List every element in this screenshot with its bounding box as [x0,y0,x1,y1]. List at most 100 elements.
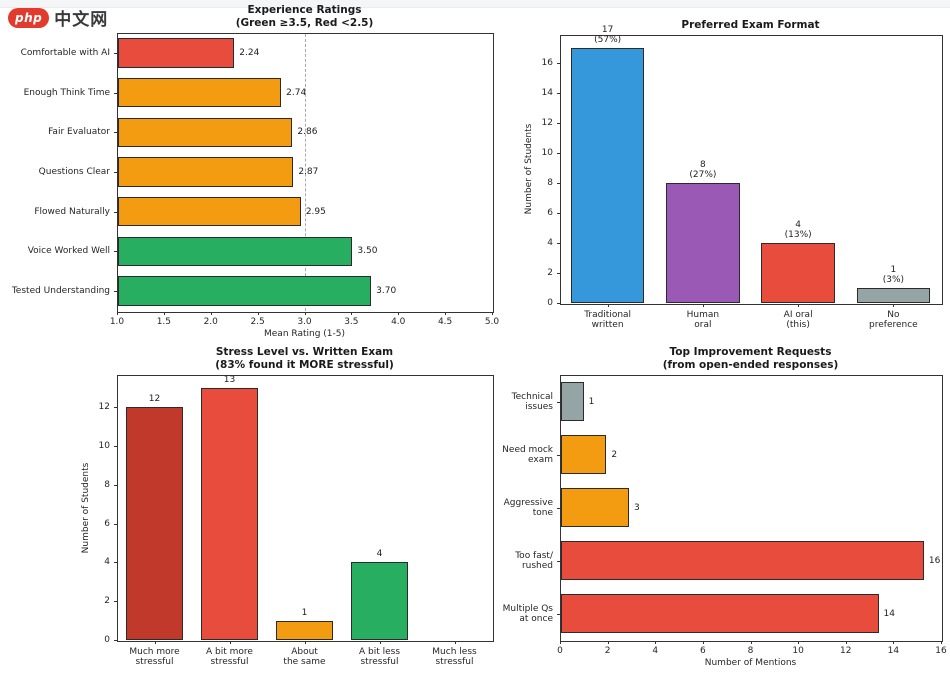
bar-value-label: 12 [148,394,161,405]
axis-tick-mark [304,641,306,644]
axis-tick-label: 6 [104,518,110,529]
bar [125,407,184,640]
axis-tick-label: 8 [747,646,754,656]
axis-tick-mark [445,312,447,315]
bar [350,562,409,640]
category-label: Fair Evaluator [48,127,110,138]
bar [856,287,931,303]
axis-tick-mark [557,401,560,403]
bar [561,487,630,528]
php-logo-badge: php [8,7,50,28]
axis-tick-mark [114,251,117,253]
axis-tick-mark [557,122,560,124]
logo-text: 中文网 [54,10,109,30]
axis-tick-label: 2 [604,646,611,656]
bar [118,276,372,306]
bar [118,77,282,108]
axis-tick-mark [114,407,117,409]
axis-tick-mark [557,242,560,244]
axis-tick-mark [557,613,560,615]
category-label: Much less stressful [432,647,477,667]
axis-tick-mark [557,62,560,64]
bar-value-label: 3 [634,502,640,513]
bar-value-label: 2.87 [298,167,319,177]
axis-tick-mark [557,92,560,94]
axis-tick-label: 12 [98,402,110,413]
axis-tick-mark [845,641,847,644]
bar [761,242,835,303]
bar-value-label: 1 [301,607,308,618]
category-label: No preference [869,310,918,330]
axis-tick-label: 6 [700,646,706,656]
axis-tick-label: 4 [652,646,659,656]
bar-value-label: 2.24 [239,47,260,58]
category-label: Multiple Qs at once [502,603,553,624]
bar-value-label: 2 [611,449,618,460]
bar-value-label: 2.95 [305,206,326,217]
category-label: Much more stressful [129,647,180,667]
axis-tick-mark [114,484,117,486]
bar-value-label: 2.74 [286,87,307,98]
site-logo[interactable]: php 中文网 [8,5,108,30]
axis-tick-mark [114,211,117,213]
category-label: A bit more stressful [206,647,253,667]
bar [561,540,924,581]
axis-tick-label: 14 [887,646,900,656]
bar-value-label: 1 (3%) [882,265,905,285]
axis-tick-mark [114,562,117,564]
axis-tick-label: 6 [547,207,553,218]
axis-tick-mark [114,52,117,54]
bar-value-label: 3.50 [357,246,378,257]
axis-tick-label: 8 [104,479,110,490]
bar-value-label: 2.86 [297,127,318,138]
axis-tick-mark [351,312,353,315]
bar [561,434,607,475]
category-label: Traditional written [584,310,632,330]
axis-tick-label: 4.5 [437,317,453,327]
chart-title: Preferred Exam Format [681,18,820,31]
axis-tick-label: 0 [557,646,563,656]
bar [118,117,293,147]
bar [118,236,353,267]
axis-tick-label: 10 [541,147,553,158]
axis-tick-mark [798,641,800,644]
axis-tick-mark [229,641,231,644]
axis-tick-mark [557,303,560,304]
axis-tick-label: 2 [547,267,553,278]
axis-tick-mark [210,312,212,315]
axis-tick-label: 8 [547,177,553,188]
x-axis-label: Number of Mentions [704,658,797,668]
axis-tick-mark [655,641,657,644]
axis-tick-mark [557,507,560,509]
bar-value-label: 4 (13%) [784,219,812,240]
category-label: Flowed Naturally [34,206,110,217]
axis-tick-label: 14 [541,87,553,98]
axis-tick-mark [379,641,381,644]
axis-tick-label: 3.0 [297,317,312,327]
axis-tick-mark [304,312,306,315]
axis-tick-mark [114,172,117,173]
axis-tick-mark [607,304,609,307]
category-label: Enough Think Time [23,87,110,98]
category-label: About the same [283,647,326,667]
axis-tick-label: 2.0 [203,317,218,327]
axis-tick-mark [492,312,493,315]
axis-tick-label: 2 [104,596,110,607]
axis-tick-mark [557,454,560,456]
page-top-strip [0,0,950,8]
axis-tick-mark [114,523,117,525]
category-label: Comfortable with AI [20,47,110,58]
axis-tick-label: 3.5 [344,317,359,327]
axis-tick-label: 12 [541,117,553,128]
axis-tick-mark [893,641,895,644]
bar [118,38,235,68]
bar [561,381,584,422]
bar-value-label: 16 [928,555,941,566]
category-label: AI oral (this) [783,310,813,330]
bar-value-label: 8 (27%) [689,159,717,180]
axis-tick-mark [893,304,895,307]
axis-tick-mark [454,641,456,644]
